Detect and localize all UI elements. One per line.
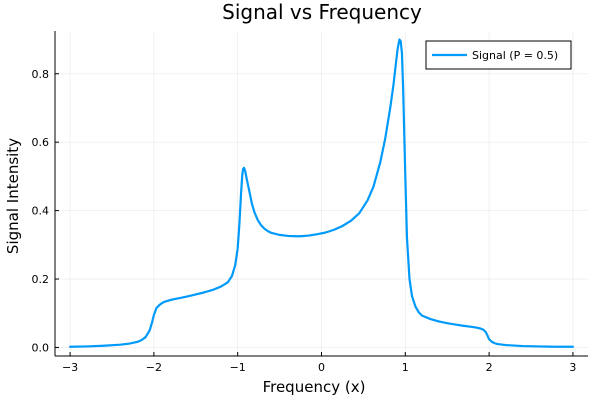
x-tick-label: −3 xyxy=(62,361,78,374)
y-tick-label: 0.0 xyxy=(32,341,50,354)
x-axis-ticks: −3 −2 −1 0 1 2 3 xyxy=(62,352,576,374)
series-line xyxy=(68,38,575,348)
x-tick-label: 3 xyxy=(569,361,576,374)
x-tick-label: 0 xyxy=(318,361,325,374)
grid-lines xyxy=(55,31,588,356)
x-tick-label: 2 xyxy=(486,361,493,374)
y-axis-ticks: 0.0 0.2 0.4 0.6 0.8 xyxy=(32,68,59,354)
series-layer xyxy=(68,38,575,348)
legend: Signal (P = 0.5) xyxy=(425,40,572,70)
legend-entry-label: Signal (P = 0.5) xyxy=(472,49,558,62)
y-tick-label: 0.2 xyxy=(32,273,50,286)
x-axis-label: Frequency (x) xyxy=(263,378,366,396)
x-tick-label: −1 xyxy=(230,361,246,374)
x-tick-label: 1 xyxy=(402,361,409,374)
y-axis-label: Signal Intensity xyxy=(4,138,22,254)
y-tick-label: 0.6 xyxy=(32,136,50,149)
x-tick-label: −2 xyxy=(146,361,162,374)
y-tick-label: 0.8 xyxy=(32,68,50,81)
y-tick-label: 0.4 xyxy=(32,205,50,218)
chart-title: Signal vs Frequency xyxy=(222,0,422,24)
